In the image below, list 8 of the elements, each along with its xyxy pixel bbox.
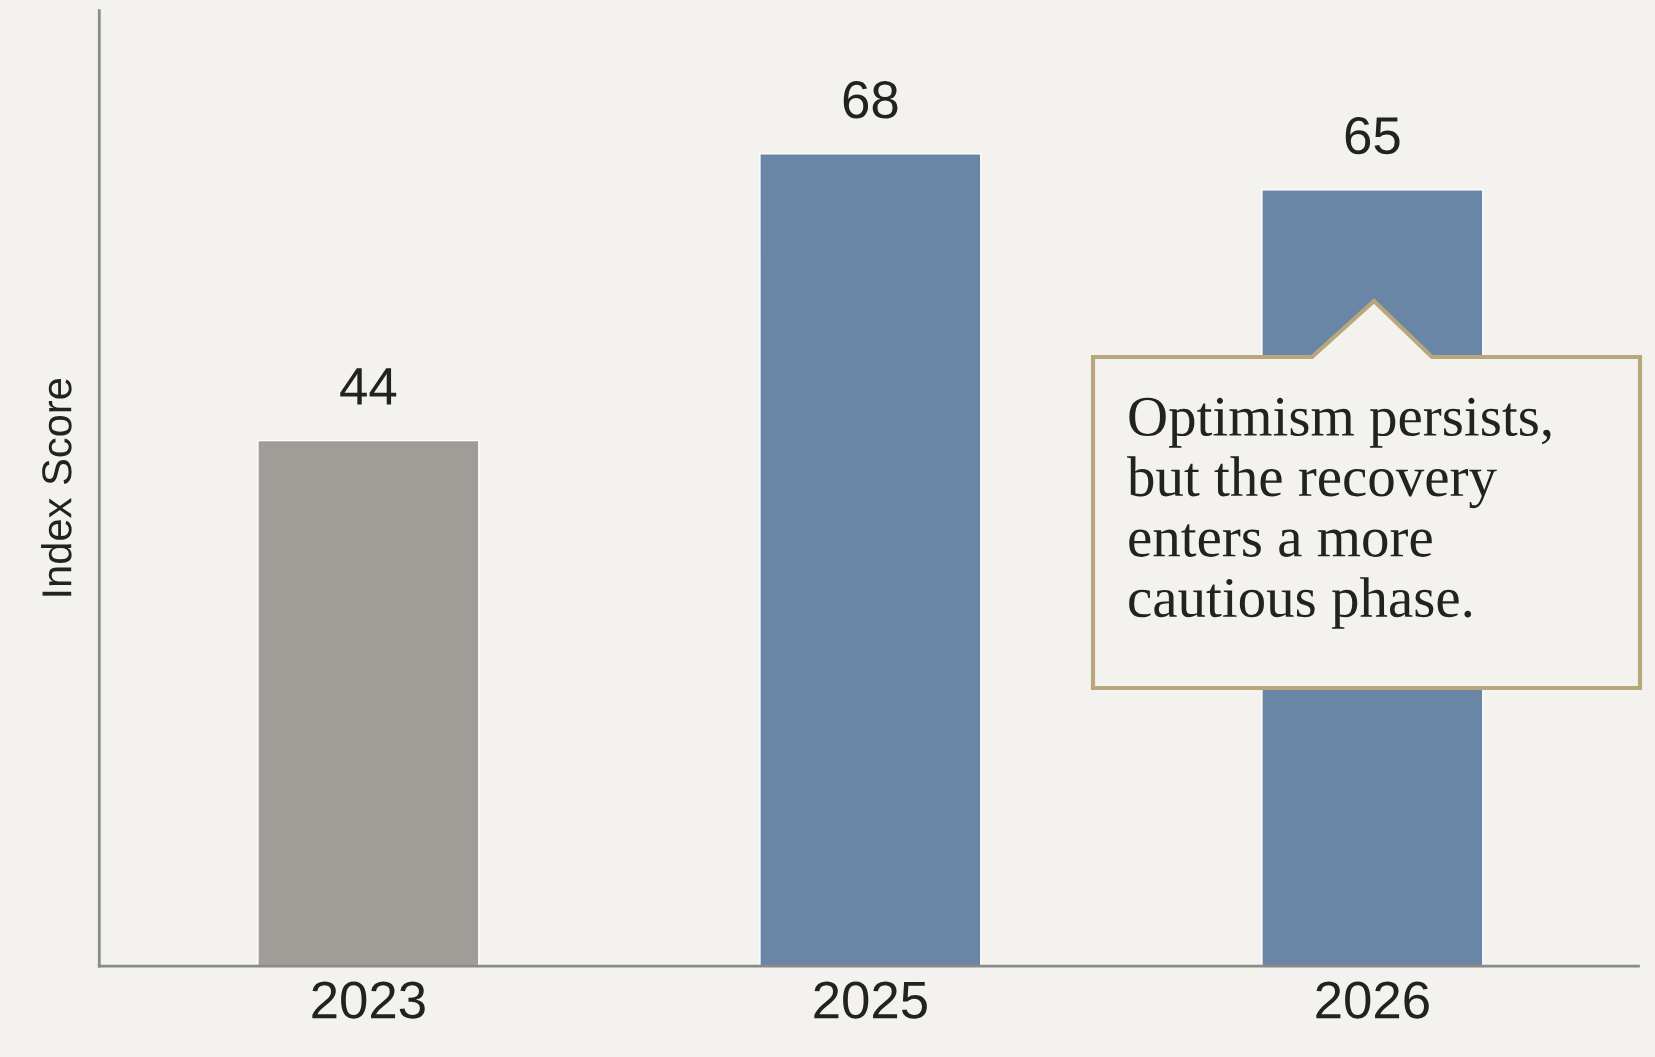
annotation: Optimism persists, but the recovery enters a more cautious phase.: [1127, 397, 1551, 629]
x-tick-label: 2023: [312, 981, 425, 1019]
y-axis-title: Index Score: [41, 379, 72, 596]
data-label: 44: [340, 368, 397, 405]
x-tick-label: 2025: [814, 981, 927, 1019]
data-label: 68: [843, 81, 898, 119]
data-label: 65: [1345, 116, 1400, 155]
x-tick-label: 2026: [1316, 981, 1429, 1019]
